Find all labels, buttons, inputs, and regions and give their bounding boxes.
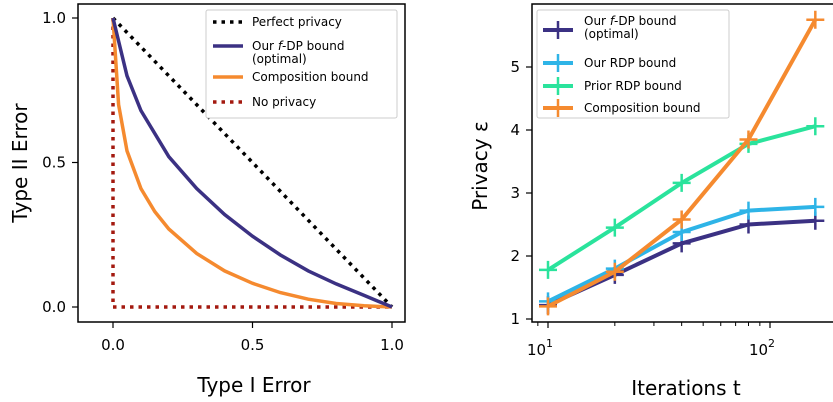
privacy-y-tick-label: 3 [510,184,520,202]
tradeoff-x-tick-label: 1.0 [380,336,404,354]
tradeoff-x-axis-label: Type I Error [196,373,311,397]
privacy-point-composition-bound [739,130,758,149]
privacy-point-composition-bound [806,10,825,29]
privacy-point-composition-bound [605,262,624,281]
tradeoff-legend-label-perfect-privacy: Perfect privacy [252,15,342,29]
tradeoff-legend-label-our-f-dp-bound-optimal: Our f-DP bound (optimal) [252,39,344,66]
tradeoff-series-no-privacy [111,18,392,309]
tradeoff-series-our-f-dp-bound-optimal [111,17,393,309]
tradeoff-x-tick-label: 0.5 [241,336,265,354]
tradeoff-legend-label-composition-bound: Composition bound [252,70,369,84]
privacy-legend: Our f-DP bound (optimal) Our RDP bound Prio… [536,9,730,119]
tradeoff-y-tick-label: 1.0 [42,9,66,27]
privacy-plot-frame [531,3,833,323]
privacy-legend-label-our-f-dp-bound-optimal: Our f-DP bound (optimal) [584,14,676,41]
tradeoff-chart: 0.0 0.5 1.0 0.0 0.5 1.0 Type I Error Type II … [8,3,406,397]
privacy-point-prior-rdp-bound [806,117,825,136]
tradeoff-legend-label-no-privacy: No privacy [252,95,316,109]
privacy-x-axis-label: Iterations t [631,376,741,400]
privacy-legend-label-prior-rdp-bound: Prior RDP bound [584,79,682,93]
privacy-y-axis-label: Privacy ε [468,121,492,211]
tradeoff-y-tick-label: 0.5 [42,154,66,172]
tradeoff-y-tick-label: 0.0 [42,298,66,316]
privacy-y-tick-label: 4 [510,121,520,139]
tradeoff-x-tick-label: 0.0 [101,336,125,354]
privacy-y-tick-label: 5 [510,58,520,76]
privacy-point-prior-rdp-bound [605,218,624,237]
privacy-legend-box [536,9,730,119]
tradeoff-legend-box [205,9,398,119]
privacy-legend-label-composition-bound: Composition bound [584,101,701,115]
privacy-legend-label-our-rdp-bound: Our RDP bound [584,56,676,70]
tradeoff-y-axis-label: Type II Error [8,103,32,224]
privacy-y-tick-label: 1 [510,310,520,328]
privacy-point-prior-rdp-bound [672,173,691,192]
privacy-x-tick-label: 101 [527,337,553,359]
privacy-point-our-rdp-bound [806,197,825,216]
tradeoff-series-perfect-privacy [111,16,394,309]
privacy-point-composition-bound [539,297,557,316]
tradeoff-series-composition-bound [111,17,393,309]
privacy-point-composition-bound [672,210,691,229]
tradeoff-legend: Perfect privacy Our f-DP bound (optimal) Co… [205,9,398,119]
privacy-y-tick-label: 2 [510,247,520,265]
privacy-point-prior-rdp-bound [539,260,557,279]
privacy-x-tick-label: 102 [749,337,775,359]
privacy-chart: 101 102 1 2 3 4 5 Iterations t Privacy ε Our f… [468,3,833,400]
privacy-point-our-rdp-bound [739,201,758,220]
